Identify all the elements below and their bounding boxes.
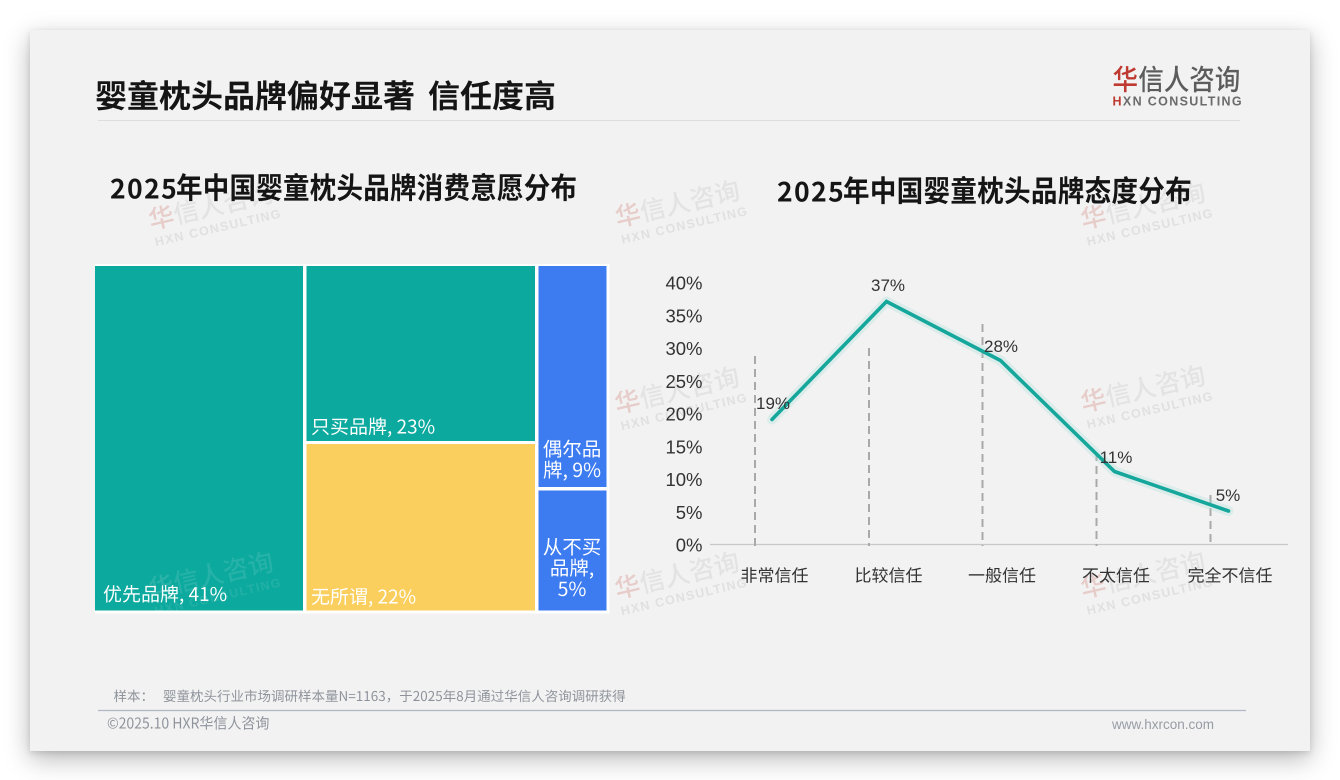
svg-text:www.hxrcon.com: www.hxrcon.com (1111, 717, 1214, 732)
svg-text:20%: 20% (665, 404, 702, 425)
svg-text:HXN CONSULTING: HXN CONSULTING (1113, 94, 1244, 108)
svg-text:11%: 11% (1100, 448, 1133, 467)
svg-text:25%: 25% (665, 371, 702, 392)
svg-text:10%: 10% (665, 469, 702, 490)
svg-text:40%: 40% (665, 273, 702, 294)
svg-text:19%: 19% (756, 394, 790, 413)
svg-text:15%: 15% (665, 436, 702, 457)
svg-text:35%: 35% (665, 305, 702, 326)
svg-text:30%: 30% (665, 338, 702, 359)
svg-text:5%: 5% (1216, 486, 1241, 505)
svg-text:28%: 28% (984, 337, 1018, 356)
svg-text:37%: 37% (871, 276, 905, 295)
svg-text:5%: 5% (676, 502, 703, 523)
svg-text:0%: 0% (676, 535, 703, 556)
